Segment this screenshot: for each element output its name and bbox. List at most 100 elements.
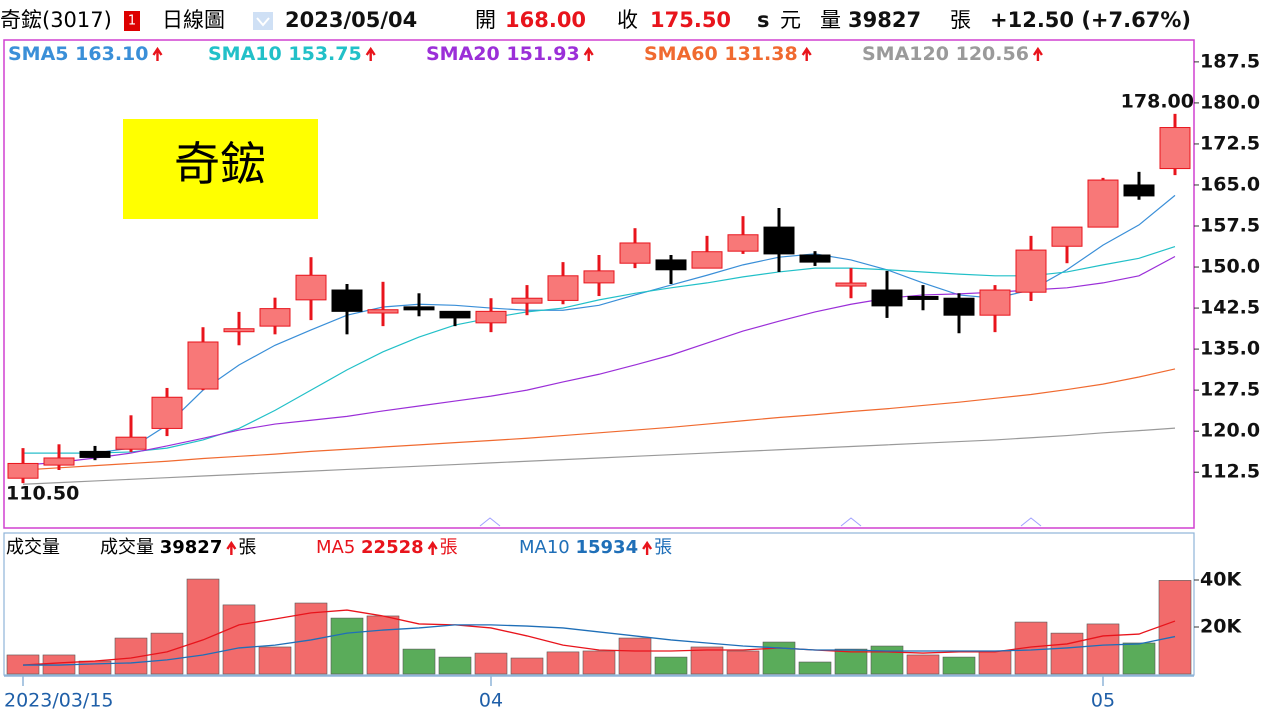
volume-bar	[438, 656, 472, 675]
x-tick-label: 2023/03/15	[4, 690, 114, 712]
y-tick-label: 120.0	[1200, 420, 1260, 442]
legend-unit: 張	[238, 537, 256, 558]
volume-bar	[510, 657, 544, 675]
header: 奇鋐(3017) 1 日線圖 2023/05/04 開 168.00 收 175…	[0, 8, 1191, 32]
up-arrow	[152, 46, 163, 61]
candle-body	[871, 289, 903, 307]
ma-line	[23, 624, 1176, 666]
s-label: s	[757, 8, 770, 32]
volume-bar	[1122, 642, 1156, 675]
legend-unit: 張	[440, 537, 458, 558]
volume-bar	[942, 656, 976, 675]
volume-bar	[726, 650, 760, 675]
legend-name: SMA10	[208, 43, 282, 65]
candle-body	[403, 306, 435, 311]
candle-body	[7, 462, 39, 479]
volume-legend: MA10 15934	[519, 537, 638, 558]
legend-value: 131.38	[724, 43, 797, 65]
candle-body	[1159, 127, 1191, 170]
y-tick-label: 142.5	[1200, 297, 1260, 319]
up-arrow	[583, 46, 594, 61]
legend-unit: 張	[654, 537, 672, 558]
y-tick-label: 157.5	[1200, 215, 1260, 237]
up-arrow	[801, 46, 812, 61]
y-tick-label: 112.5	[1200, 461, 1260, 483]
candle-body	[943, 297, 975, 316]
legend-name: SMA5	[8, 43, 69, 65]
candle-body	[763, 226, 795, 255]
candle-body	[1123, 184, 1155, 197]
candle-body	[295, 274, 327, 301]
stock-name: 奇鋐(3017)	[0, 8, 112, 32]
volume-bar	[654, 656, 688, 675]
volume-bar	[474, 652, 508, 675]
price-panel	[3, 39, 1195, 529]
legend-value: 39827	[160, 537, 223, 558]
period: 日線圖	[162, 8, 225, 32]
change: +12.50 (+7.67%)	[990, 8, 1191, 32]
legend-value: 120.56	[956, 43, 1029, 65]
candle-body	[1051, 226, 1083, 247]
sma-line	[22, 368, 1176, 471]
legend-entry: SMA20 151.93	[426, 43, 580, 65]
y-tick-label: 172.5	[1200, 132, 1260, 154]
marker	[1020, 517, 1042, 527]
stock-label-box	[123, 119, 318, 219]
legend-name: 成交量	[100, 537, 154, 558]
candle-body	[583, 270, 615, 284]
up-arrow	[365, 46, 376, 61]
x-tick-label: 04	[479, 690, 503, 712]
currency: 元	[780, 8, 801, 32]
candle-body	[1087, 179, 1119, 228]
stock-label: 奇鋐	[174, 137, 266, 191]
y-tick-label: 180.0	[1200, 91, 1260, 113]
candle-body	[655, 259, 687, 271]
y-tick-label: 150.0	[1200, 256, 1260, 278]
candle-body	[331, 289, 363, 312]
volume-bar	[330, 617, 364, 675]
candle-body	[223, 328, 255, 333]
volume-bar	[582, 650, 616, 675]
volume-bar	[978, 650, 1012, 675]
candle-body	[835, 282, 867, 287]
volume-bar	[690, 646, 724, 675]
legend-entry: SMA10 153.75	[208, 43, 362, 65]
up-arrow	[1032, 46, 1043, 61]
candle-body	[1015, 249, 1047, 293]
candle-body	[511, 297, 543, 304]
y-tick-label: 40K	[1200, 569, 1242, 591]
legend-entry: SMA5 163.10	[8, 43, 148, 65]
legend-value: 151.93	[506, 43, 579, 65]
y-tick-label: 187.5	[1200, 50, 1260, 72]
close-value: 175.50	[650, 8, 731, 32]
volume-bar	[1086, 623, 1120, 675]
candle-body	[727, 234, 759, 252]
volume-bar	[186, 578, 220, 675]
candle-body	[691, 251, 723, 269]
legend-name: SMA20	[426, 43, 500, 65]
candle-body	[151, 396, 183, 429]
legend-entry: SMA120 120.56	[862, 43, 1029, 65]
min-label: 110.50	[6, 483, 79, 505]
legend-name: MA10	[519, 537, 570, 558]
candle-body	[187, 341, 219, 390]
candle-body	[619, 242, 651, 264]
up-arrow	[226, 540, 237, 555]
dropdown[interactable]	[253, 12, 273, 30]
badge: 1	[128, 14, 136, 29]
ma-line	[22, 609, 1176, 666]
volume-bar	[366, 615, 400, 675]
legend-name: MA5	[316, 537, 355, 558]
volume-bar	[618, 637, 652, 675]
legend-value: 153.75	[288, 43, 361, 65]
candle-body	[367, 309, 399, 314]
volume-bar	[258, 646, 292, 675]
y-tick-label: 135.0	[1200, 338, 1260, 360]
volume-bar	[834, 648, 868, 675]
volume-bar	[222, 604, 256, 675]
y-tick-label: 165.0	[1200, 173, 1260, 195]
open-value: 168.00	[505, 8, 586, 32]
open-label: 開	[475, 8, 496, 32]
volume-bar	[1050, 632, 1084, 675]
